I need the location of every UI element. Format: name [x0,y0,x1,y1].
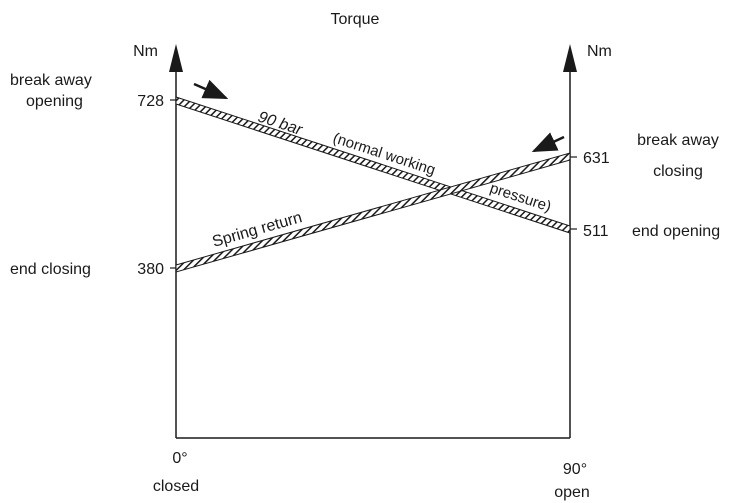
break-away-closing-label-2: closing [653,163,703,180]
open-label: open [554,484,590,501]
left-axis-arrow-icon [169,44,183,72]
spring-return-torque-line [175,152,571,273]
break-away-closing-label-1: break away [637,132,719,149]
angle-0-label: 0° [172,450,187,467]
end-opening-label: end opening [632,223,720,240]
left-axis-unit: Nm [133,43,158,60]
closed-label: closed [153,478,199,495]
value-511: 511 [583,223,609,240]
right-axis-unit: Nm [587,43,612,60]
break-away-opening-label-2: opening [26,93,83,110]
break-away-opening-label-1: break away [10,72,92,89]
right-axis-arrow-icon [563,44,577,72]
value-631: 631 [583,150,610,167]
end-closing-label: end closing [10,261,91,278]
closing-direction-arrow-icon [531,132,565,153]
value-728: 728 [137,93,164,110]
chart-title: Torque [331,11,380,28]
opening-direction-arrow-icon [193,79,229,100]
value-380: 380 [137,261,164,278]
angle-90-label: 90° [563,461,587,478]
pressure-torque-line [175,96,571,234]
